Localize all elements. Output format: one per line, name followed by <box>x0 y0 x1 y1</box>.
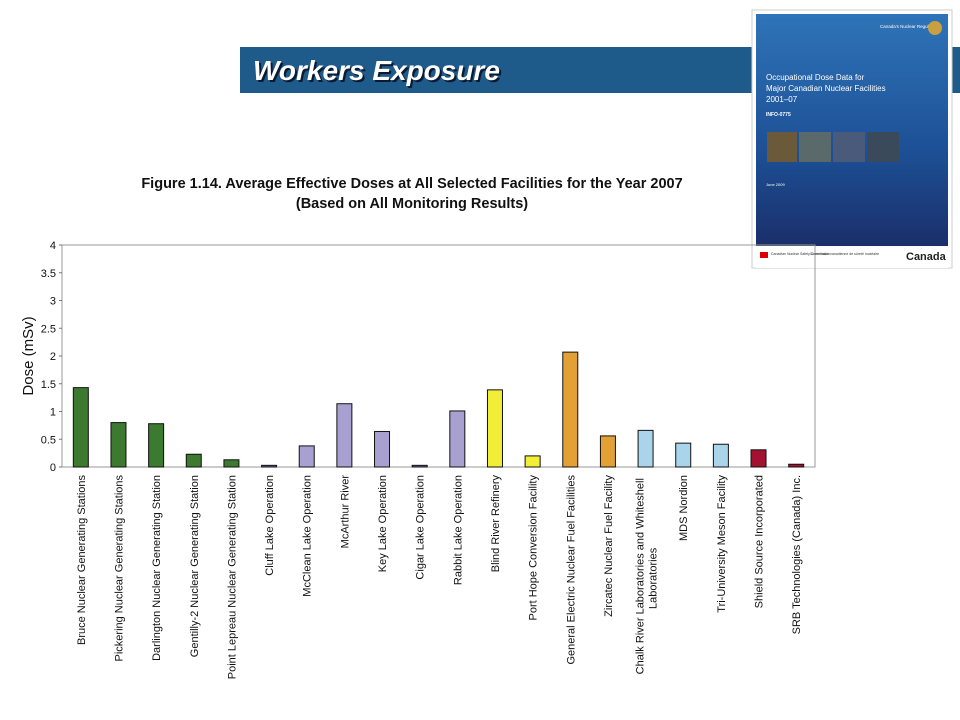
x-tick-label: Blind River Refinery <box>490 475 502 573</box>
cover-title: Major Canadian Nuclear Facilities <box>766 84 886 93</box>
bar <box>411 464 428 468</box>
x-tick-label: McArthur River <box>339 475 351 549</box>
x-tick-label: McClean Lake Operation <box>302 475 314 597</box>
bar <box>486 389 503 468</box>
x-tick-label: Chalk River Laboratories and Whiteshell … <box>635 475 660 674</box>
bar <box>298 445 315 468</box>
cover-date: June 2009 <box>766 182 785 187</box>
x-tick-label: SRB Technologies (Canada) Inc. <box>791 475 803 634</box>
bar <box>336 403 353 468</box>
x-tick-label: MDS Nordion <box>678 475 690 541</box>
bar <box>261 464 278 468</box>
bar <box>449 410 466 468</box>
bar <box>223 459 240 468</box>
x-tick-label: Darlington Nuclear Generating Station <box>151 475 163 661</box>
bar <box>750 449 767 468</box>
y-tick-label: 1.5 <box>41 379 56 391</box>
cover-seal <box>928 21 942 35</box>
bar <box>185 453 202 468</box>
y-tick-label: 0 <box>50 462 56 474</box>
cover-flag <box>760 252 768 258</box>
header-title: Workers Exposure <box>253 55 500 86</box>
x-tick-label: Cluff Lake Operation <box>264 475 276 576</box>
header-title-shadow: Workers Exposure <box>255 57 502 88</box>
cover-footer-text: Canadian Nuclear Safety Commission <box>771 252 830 256</box>
y-axis-label: Dose (mSv) <box>20 316 37 395</box>
cover-agency: Canada's Nuclear Regulator <box>880 24 937 29</box>
x-tick-label: Point Lepreau Nuclear Generating Station <box>226 475 238 679</box>
cover-photo <box>799 132 831 162</box>
bar <box>524 455 541 468</box>
bar <box>599 435 616 468</box>
bar <box>788 463 805 468</box>
cover: Canada's Nuclear Regulator Occupational … <box>751 9 953 269</box>
y-tick-label: 2.5 <box>41 323 56 335</box>
chart-title: (Based on All Monitoring Results) <box>296 196 528 212</box>
x-tick-label: Zircatec Nuclear Fuel Facility <box>603 475 615 617</box>
cover-wordmark: Canada <box>906 251 947 263</box>
bar <box>374 430 391 468</box>
x-tick-label: Bruce Nuclear Generating Stations <box>76 475 88 645</box>
y-tick-label: 0.5 <box>41 434 56 446</box>
x-tick-label: General Electric Nuclear Fuel Facilities <box>565 475 577 665</box>
bar <box>562 351 579 468</box>
cover-code: INFO-0775 <box>766 112 791 118</box>
bar <box>712 443 729 468</box>
y-tick-label: 4 <box>50 240 56 252</box>
bar <box>110 422 127 468</box>
chart-title: Figure 1.14. Average Effective Doses at … <box>141 176 682 192</box>
cover-bg <box>756 14 948 246</box>
plot-frame <box>61 244 816 468</box>
bar <box>72 387 89 468</box>
y-tick-label: 3 <box>50 296 56 308</box>
x-tick-label: Tri-University Meson Facility <box>716 475 728 613</box>
y-tick-label: 1 <box>50 407 56 419</box>
bar <box>637 429 654 468</box>
cover-photo <box>867 132 899 162</box>
x-tick-label: Pickering Nuclear Generating Stations <box>113 475 125 662</box>
cover-footer <box>756 246 948 268</box>
cover-title: Occupational Dose Data for <box>766 73 865 82</box>
x-tick-label: Cigar Lake Operation <box>415 475 427 580</box>
y-tick-label: 3.5 <box>41 268 56 280</box>
y-tick-label: 2 <box>50 351 56 363</box>
x-tick-label: Shield Source Incorporated <box>754 475 766 608</box>
cover-footer-text: Commission canadienne de sûreté nucléair… <box>810 252 879 256</box>
x-tick-label: Gentilly-2 Nuclear Generating Station <box>189 475 201 657</box>
x-tick-label: Port Hope Conversion Facility <box>528 475 540 621</box>
x-tick-label: Key Lake Operation <box>377 475 389 572</box>
cover-photo <box>833 132 865 162</box>
bar <box>675 442 692 468</box>
cover-title: 2001–07 <box>766 95 798 104</box>
cover-photo <box>767 132 797 162</box>
x-tick-label: Rabbit Lake Operation <box>452 475 464 585</box>
bar <box>148 423 165 468</box>
